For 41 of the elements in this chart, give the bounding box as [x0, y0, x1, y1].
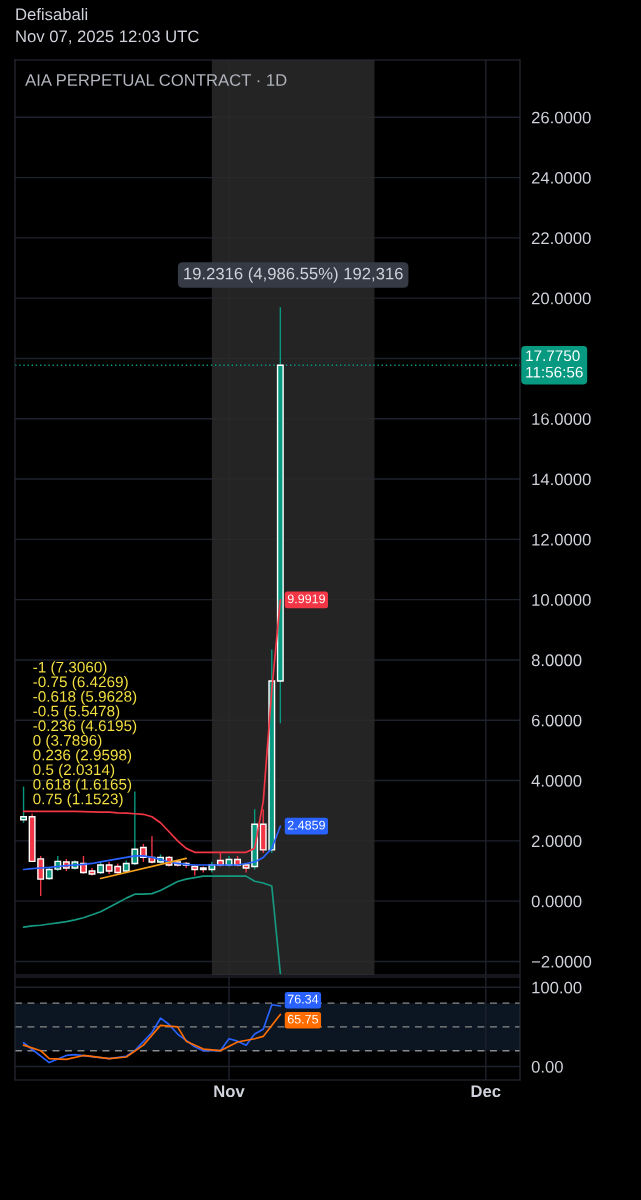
y-tick-label: 8.0000 [531, 654, 582, 667]
annotation: -0.618 (5.9628) [33, 690, 137, 705]
annotation: 0.75 (1.1523) [33, 793, 123, 808]
y-tick-label: 24.0000 [531, 171, 591, 184]
y-tick-label: 22.0000 [531, 232, 591, 245]
y-tick-label: 0.00 [531, 1060, 563, 1073]
ref-line-label: 17.7750 11:56:56 [526, 350, 583, 378]
line-series [22, 1003, 282, 1064]
annotation: -0.5 (5.5478) [33, 705, 120, 720]
annotation: 0.618 (1.6165) [33, 778, 132, 793]
annotation: 0.5 (2.0314) [33, 763, 115, 779]
data-label: 76.34 [287, 994, 319, 1004]
annotation: 0 (3.7896) [33, 734, 102, 749]
y-tick-label: −2.0000 [531, 955, 592, 968]
y-tick-label: 12.0000 [532, 533, 591, 546]
y-tick-label: 100.00 [532, 981, 582, 994]
y-tick-label: 4.0000 [531, 774, 582, 787]
y-tick-label: 2.0000 [531, 835, 582, 848]
y-tick-label: 6.0000 [531, 714, 582, 727]
text: AIA PERPETUAL CONTRACT · 1D [25, 74, 287, 86]
y-tick-label: 16.0000 [532, 413, 591, 425]
x-tick-label: Dec [471, 1085, 501, 1098]
band-label: 19.2316 (4,986.55%) 192,316 [184, 267, 403, 283]
data-label: 2.4859 [287, 820, 325, 830]
text: Nov 07, 2025 12:03 UTC [16, 30, 199, 45]
data-label: 65.75 [287, 1014, 319, 1024]
y-tick-label: 0.0000 [531, 895, 582, 908]
y-tick-label: 10.0000 [532, 594, 591, 606]
annotation: 0.236 (2.9598) [33, 749, 132, 764]
line-series [22, 875, 282, 975]
line-series [22, 1013, 282, 1061]
annotation: -1 (7.3060) [33, 661, 107, 676]
text: Defisabali [16, 8, 88, 21]
annotation: -0.236 (4.6195) [33, 719, 137, 735]
candlestick [20, 785, 28, 824]
y-tick-label: 26.0000 [531, 111, 591, 124]
x-tick-label: Nov [214, 1085, 245, 1098]
y-tick-label: 20.0000 [531, 292, 591, 305]
y-tick-label: 14.0000 [532, 473, 591, 486]
data-label: 9.9919 [287, 594, 325, 604]
annotation: -0.75 (6.4269) [33, 675, 128, 691]
